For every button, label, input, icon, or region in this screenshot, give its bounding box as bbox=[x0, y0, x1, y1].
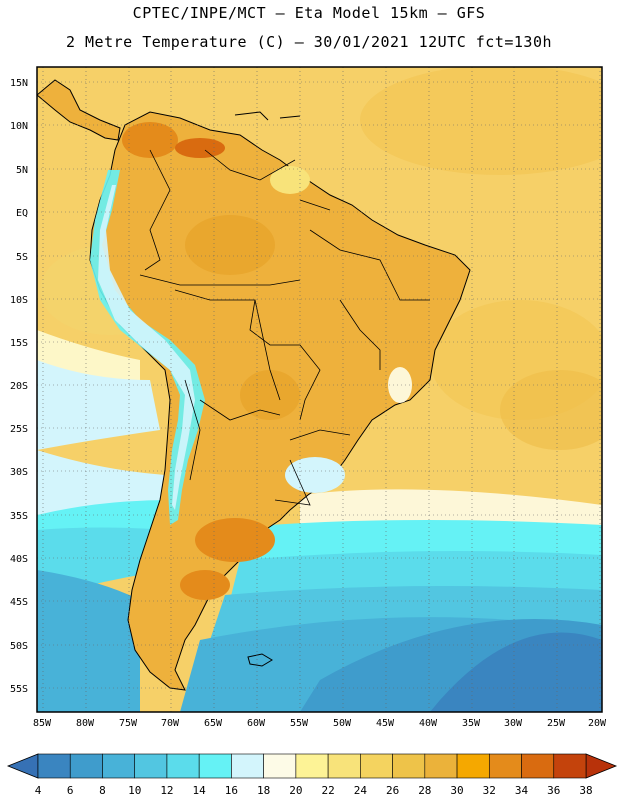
cool-ocean-band bbox=[37, 570, 140, 712]
temperature-colorbar: 4 6 8 10 12 14 16 18 20 22 24 26 28 30 32 34 36 38 bbox=[6, 753, 618, 797]
colorbar-cell bbox=[424, 753, 458, 779]
colorbar-cell bbox=[360, 753, 393, 779]
colorbar-cell bbox=[327, 753, 361, 779]
colorbar-cell bbox=[102, 753, 136, 779]
colorbar-label: 36 bbox=[547, 784, 560, 797]
lon-label: 65W bbox=[204, 718, 223, 729]
colorbar-label: 34 bbox=[515, 784, 529, 797]
lat-label: 5N bbox=[16, 165, 28, 176]
colorbar-label: 28 bbox=[418, 784, 431, 797]
colorbar-cell bbox=[456, 753, 490, 779]
map-title-line-1: CPTEC/INPE/MCT – Eta Model 15km – GFS bbox=[132, 4, 486, 22]
colorbar-cell bbox=[198, 753, 232, 779]
colorbar-cell bbox=[134, 753, 168, 779]
lon-label: 80W bbox=[76, 718, 95, 729]
colorbar-label: 24 bbox=[354, 784, 368, 797]
colorbar-cell bbox=[69, 753, 103, 779]
hot-spot bbox=[180, 570, 230, 600]
island bbox=[234, 111, 301, 121]
colorbar-label: 18 bbox=[257, 784, 270, 797]
hot-spot bbox=[175, 138, 225, 158]
colorbar-label: 32 bbox=[483, 784, 496, 797]
colorbar-label: 16 bbox=[225, 784, 238, 797]
falkland-islands bbox=[247, 653, 273, 667]
lat-label: 55S bbox=[10, 684, 28, 695]
lon-label: 60W bbox=[247, 718, 266, 729]
colorbar-label: 22 bbox=[321, 784, 334, 797]
colorbar-label: 38 bbox=[579, 784, 592, 797]
colorbar-cell bbox=[488, 753, 522, 779]
map-plot-area bbox=[37, 67, 602, 712]
colorbar-cell bbox=[553, 753, 587, 779]
lon-label: 35W bbox=[462, 718, 481, 729]
cool-ocean-band bbox=[430, 632, 602, 712]
cool-spot bbox=[285, 457, 345, 493]
lat-label: 15N bbox=[10, 78, 28, 89]
lon-label: 75W bbox=[119, 718, 138, 729]
colorbar-label: 8 bbox=[99, 784, 106, 797]
colorbar-label: 10 bbox=[128, 784, 141, 797]
mild-spot bbox=[270, 166, 310, 194]
lat-label: 30S bbox=[10, 467, 28, 478]
lat-label: 10N bbox=[10, 121, 28, 132]
lon-label: 40W bbox=[419, 718, 438, 729]
lat-label: 25S bbox=[10, 424, 28, 435]
lat-label: EQ bbox=[16, 208, 28, 219]
central-america-landmass bbox=[37, 79, 121, 141]
lon-label: 70W bbox=[161, 718, 180, 729]
andes-snow-zone bbox=[98, 185, 195, 510]
lat-label: 20S bbox=[10, 381, 28, 392]
lat-label: 10S bbox=[10, 295, 28, 306]
colorbar-cell bbox=[392, 753, 426, 779]
warm-ocean-patch bbox=[500, 370, 602, 450]
lat-label: 15S bbox=[10, 338, 28, 349]
cool-ocean-band bbox=[37, 450, 165, 515]
lon-label: 85W bbox=[33, 718, 52, 729]
colorbar-label: 12 bbox=[160, 784, 173, 797]
lon-label: 25W bbox=[547, 718, 566, 729]
country-borders bbox=[139, 149, 430, 506]
map-title-line-2: 2 Metre Temperature (C) – 30/01/2021 12U… bbox=[65, 33, 553, 51]
lat-label: 40S bbox=[10, 554, 28, 565]
hot-spot bbox=[240, 370, 300, 420]
lon-label: 50W bbox=[333, 718, 352, 729]
longitude-labels: 85W 80W 75W 70W 65W 60W 55W 50W 45W 40W … bbox=[33, 718, 607, 729]
lat-label: 5S bbox=[16, 252, 28, 263]
colorbar-label: 30 bbox=[450, 784, 463, 797]
hot-spot bbox=[195, 518, 275, 562]
colorbar-cell bbox=[521, 753, 555, 779]
colorbar-max-arrow bbox=[585, 753, 618, 779]
colorbar-label: 20 bbox=[289, 784, 302, 797]
hot-spot bbox=[122, 122, 178, 158]
latitude-labels: 15N 10N 5N EQ 5S 10S 15S 20S 25S 30S 35S… bbox=[10, 78, 28, 695]
lon-label: 30W bbox=[504, 718, 523, 729]
colorbar-min-arrow bbox=[6, 753, 39, 779]
colorbar-label: 14 bbox=[193, 784, 207, 797]
colorbar-cell bbox=[166, 753, 200, 779]
colorbar-cell bbox=[263, 753, 297, 779]
colorbar-label: 6 bbox=[67, 784, 74, 797]
cool-ocean-band bbox=[300, 489, 602, 525]
lon-label: 45W bbox=[376, 718, 395, 729]
colorbar-label: 4 bbox=[35, 784, 42, 797]
lon-label: 20W bbox=[588, 718, 607, 729]
colorbar-cell bbox=[295, 753, 329, 779]
lat-label: 50S bbox=[10, 641, 28, 652]
colorbar-cell bbox=[37, 753, 71, 779]
colorbar-label: 26 bbox=[386, 784, 399, 797]
warm-ocean-patch bbox=[360, 67, 602, 175]
map-frame bbox=[36, 66, 603, 713]
mild-spot bbox=[388, 367, 412, 403]
lon-label: 55W bbox=[290, 718, 309, 729]
hot-spot bbox=[185, 215, 275, 275]
colorbar-cell bbox=[231, 753, 264, 779]
lat-label: 35S bbox=[10, 511, 28, 522]
lat-label: 45S bbox=[10, 597, 28, 608]
